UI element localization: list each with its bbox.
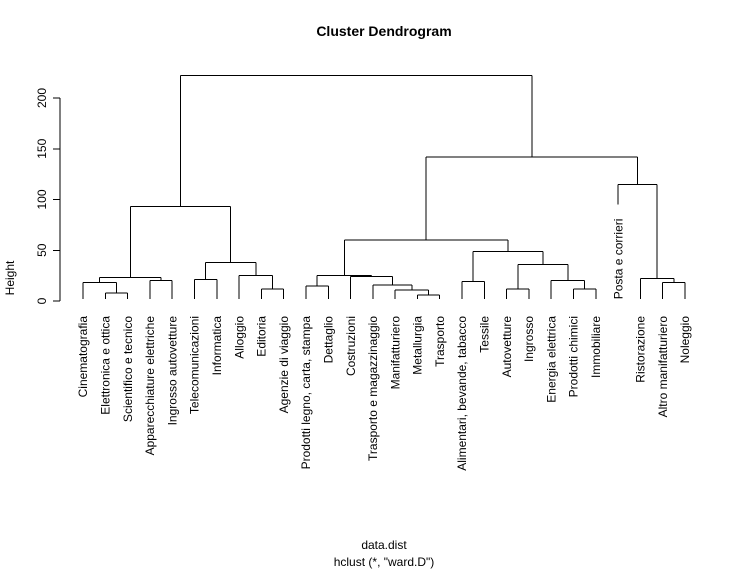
y-tick-label-200: 200 [35,88,49,108]
leaf-label-immobiliare: Immobiliare [589,316,603,378]
y-tick-label-100: 100 [35,189,49,209]
y-axis-label: Height [3,260,17,295]
leaf-label-cinematografia: Cinematografia [76,316,90,398]
y-tick-label-0: 0 [35,297,49,304]
x-axis-label-line-1: data.dist [361,538,407,552]
leaf-label-altro-manifatturiero: Altro manifatturiero [656,316,670,418]
leaf-label-telecomunicazioni: Telecomunicazioni [188,316,202,414]
leaf-label-alimentari-bevande-tabacco: Alimentari, bevande, tabacco [455,316,469,471]
dendrogram-tree [82,75,686,299]
leaf-label-apparecchiature-elettriche: Apparecchiature elettriche [143,316,157,456]
leaf-label-prodotti-chimici: Prodotti chimici [567,316,581,397]
leaf-label-costruzioni: Costruzioni [344,316,358,376]
leaf-label-ingrosso-autovetture: Ingrosso autovetture [165,316,179,426]
leaf-label-trasporto: Trasporto [433,316,447,367]
y-tick-label-50: 50 [35,243,49,257]
leaf-label-alloggio: Alloggio [232,316,246,359]
leaf-label-posta-e-corrieri: Posta e corrieri [611,219,625,300]
leaf-label-dettaglio: Dettaglio [321,316,335,364]
leaf-label-autovetture: Autovetture [500,316,514,378]
leaf-label-noleggio: Noleggio [678,316,692,364]
leaf-label-metallurgia: Metallurgia [411,316,425,375]
leaf-label-ingrosso: Ingrosso [522,316,536,362]
leaf-label-energia-elettrica: Energia elettrica [544,316,558,403]
y-tick-label-150: 150 [35,138,49,158]
leaf-label-scientifico-e-tecnico: Scientifico e tecnico [121,316,135,422]
leaf-label-informatica: Informatica [210,316,224,376]
leaf-label-tessile: Tessile [478,316,492,353]
leaf-label-trasporto-e-magazzinaggio: Trasporto e magazzinaggio [366,316,380,461]
chart-title: Cluster Dendrogram [316,23,451,39]
x-axis-label-line-2: hclust (*, "ward.D") [334,555,435,569]
leaf-label-editoria: Editoria [255,316,269,357]
leaf-label-ristorazione: Ristorazione [634,316,648,383]
leaf-label-elettronica-e-ottica: Elettronica e ottica [98,316,112,415]
leaf-label-prodotti-legno-carta-stampa: Prodotti legno, carta, stampa [299,316,313,470]
y-axis-ticks: 0 50 100 150 200 [35,88,60,304]
leaf-label-manifatturiero: Manifatturiero [388,316,402,390]
leaf-label-agenzie-di-viaggio: Agenzie di viaggio [277,316,291,414]
leaf-labels: Cinematografia Elettronica e ottica Scient… [76,219,692,471]
